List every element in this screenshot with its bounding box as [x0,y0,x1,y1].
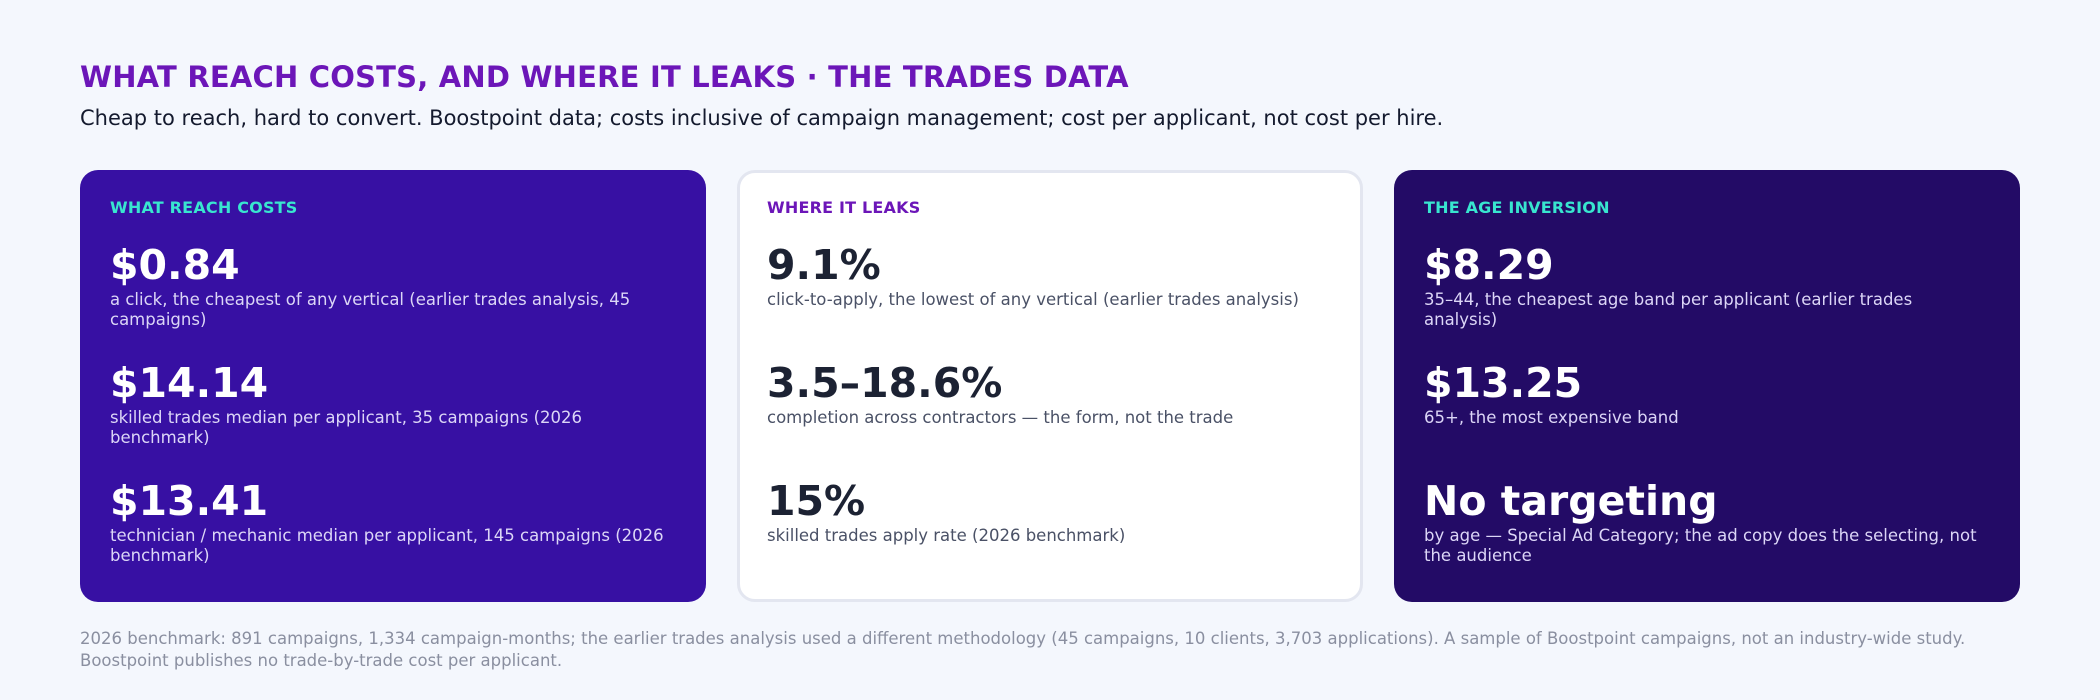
page-subtitle: Cheap to reach, hard to convert. Boostpo… [80,106,1444,130]
stat-description: completion across contractors — the form… [767,408,1234,427]
stat-item: 3.5–18.6% completion across contractors … [767,358,1333,428]
card-label: THE AGE INVERSION [1424,198,1610,217]
stat-value: $13.25 [1424,359,1583,407]
stat-item: $13.41 technician / mechanic median per … [110,476,676,566]
stat-value: $8.29 [1424,241,1554,289]
stat-description: a click, the cheapest of any vertical (e… [110,290,631,329]
stat-item: $13.25 65+, the most expensive band [1424,358,1990,428]
stat-description: skilled trades apply rate (2026 benchmar… [767,526,1126,545]
page-title: WHAT REACH COSTS, AND WHERE IT LEAKS · T… [80,60,1129,94]
stat-description: by age — Special Ad Category; the ad cop… [1424,526,1977,565]
stat-value: 15% [767,477,866,525]
stat-description: click-to-apply, the lowest of any vertic… [767,290,1299,309]
card-label: WHAT REACH COSTS [110,198,298,217]
stat-item: $8.29 35–44, the cheapest age band per a… [1424,240,1990,330]
footnote: 2026 benchmark: 891 campaigns, 1,334 cam… [80,629,1966,670]
stat-value: 9.1% [767,241,881,289]
stat-item: 15% skilled trades apply rate (2026 benc… [767,476,1333,546]
card-what-reach-costs: WHAT REACH COSTS $0.84 a click, the chea… [80,170,706,602]
stat-description: technician / mechanic median per applica… [110,526,664,565]
stat-description: 35–44, the cheapest age band per applica… [1424,290,1913,329]
stat-item: $14.14 skilled trades median per applica… [110,358,676,448]
stat-value: $0.84 [110,241,240,289]
stat-value: $14.14 [110,359,269,407]
stat-item: 9.1% click-to-apply, the lowest of any v… [767,240,1333,310]
stat-description: skilled trades median per applicant, 35 … [110,408,583,447]
stat-value: $13.41 [110,477,269,525]
stat-item: No targeting by age — Special Ad Categor… [1424,476,1990,566]
card-where-it-leaks: WHERE IT LEAKS 9.1% click-to-apply, the … [737,170,1363,602]
stat-value: No targeting [1424,477,1718,525]
card-label: WHERE IT LEAKS [767,198,921,217]
stat-value: 3.5–18.6% [767,359,1003,407]
stat-description: 65+, the most expensive band [1424,408,1679,427]
card-age-inversion: THE AGE INVERSION $8.29 35–44, the cheap… [1394,170,2020,602]
stat-cards: WHAT REACH COSTS $0.84 a click, the chea… [80,170,2020,602]
stat-item: $0.84 a click, the cheapest of any verti… [110,240,676,330]
